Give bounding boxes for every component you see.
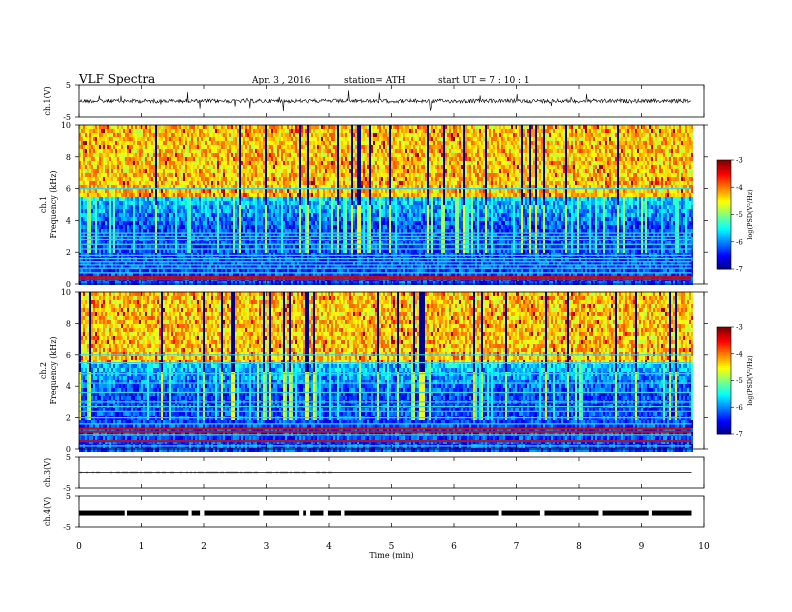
colorbar-tick-label: -3 xyxy=(736,157,743,165)
y-tick-label: 5 xyxy=(66,492,71,501)
colorbar-tick-label: -5 xyxy=(736,377,743,385)
x-tick-label: 0 xyxy=(76,542,82,552)
x-tick-label: 6 xyxy=(451,542,457,552)
y-axis-label: ch.1 xyxy=(39,196,48,213)
ch4-signal-gap xyxy=(341,511,344,516)
colorbar-tick-label: -6 xyxy=(736,404,743,412)
y-tick-label: 10 xyxy=(61,121,71,130)
x-tick-label: 10 xyxy=(698,542,710,552)
y-tick-label: 2 xyxy=(66,414,71,423)
y-tick-label: 4 xyxy=(66,216,71,225)
y-tick-label: 10 xyxy=(61,288,71,297)
ch4-signal-gap xyxy=(125,511,127,516)
x-tick-label: 2 xyxy=(201,542,207,552)
ch1-signal-line xyxy=(79,90,691,111)
colorbar-tick-label: -3 xyxy=(736,324,743,332)
ch4-signal-gap xyxy=(306,511,310,516)
ch4-signal-gap xyxy=(299,511,303,516)
colorbar-tick-label: -5 xyxy=(736,211,743,219)
ch2-spectrogram-image xyxy=(79,292,693,452)
ch4-signal-gap xyxy=(598,511,602,516)
x-tick-label: 4 xyxy=(326,542,332,552)
y-tick-label: 5 xyxy=(66,453,71,462)
ch1-spectrogram-image xyxy=(79,125,693,285)
colorbar-label: log(PSD(V²/Hz) xyxy=(746,189,754,240)
x-axis-label: Time (min) xyxy=(369,551,413,560)
y-tick-label: 4 xyxy=(66,382,71,391)
x-tick-label: 9 xyxy=(639,542,645,552)
ch4-signal-gap xyxy=(200,511,203,516)
colorbar-tick-label: -4 xyxy=(736,350,743,358)
colorbar-tick-label: -7 xyxy=(736,431,743,439)
x-tick-label: 7 xyxy=(514,542,520,552)
y-tick-label: 8 xyxy=(66,153,71,162)
colorbar-tick-label: -7 xyxy=(736,266,743,274)
x-tick-label: 8 xyxy=(576,542,582,552)
colorbar-tick-label: -4 xyxy=(736,184,743,192)
ch4-signal-gap xyxy=(188,511,191,516)
y-axis-label: Frequency (kHz) xyxy=(49,170,58,238)
y-tick-label: 6 xyxy=(66,351,71,360)
x-tick-label: 3 xyxy=(264,542,270,552)
ch4-signal-gap xyxy=(260,511,263,516)
y-axis-label: ch.2 xyxy=(39,362,48,379)
y-tick-label: 5 xyxy=(66,81,71,90)
ch4-signal-gap xyxy=(323,511,327,516)
colorbar-tick-label: -6 xyxy=(736,238,743,246)
ch1-waveform-frame xyxy=(79,85,704,117)
colorbar-label: log(PSD(V²/Hz) xyxy=(746,355,754,406)
y-tick-label: -5 xyxy=(63,523,71,532)
y-axis-label: ch.3(V) xyxy=(43,458,52,487)
ch4-signal-gap xyxy=(649,511,652,516)
x-tick-label: 1 xyxy=(139,542,145,552)
ch4-signal-gap xyxy=(540,511,545,516)
y-axis-label: ch.4(V) xyxy=(43,497,52,526)
ch2-spectrogram-colorbar xyxy=(717,327,731,435)
y-axis-label: ch.1(V) xyxy=(43,86,52,115)
y-axis-label: Frequency (kHz) xyxy=(49,336,58,404)
ch1-spectrogram-colorbar xyxy=(717,160,731,270)
y-tick-label: 8 xyxy=(66,319,71,328)
ch4-signal-gap xyxy=(499,511,502,516)
y-tick-label: 6 xyxy=(66,185,71,194)
y-tick-label: 2 xyxy=(66,248,71,257)
vlf-spectra-figure: 5-5ch.1(V)0246810ch.1 Frequency (kHz)-3-4… xyxy=(0,0,792,612)
